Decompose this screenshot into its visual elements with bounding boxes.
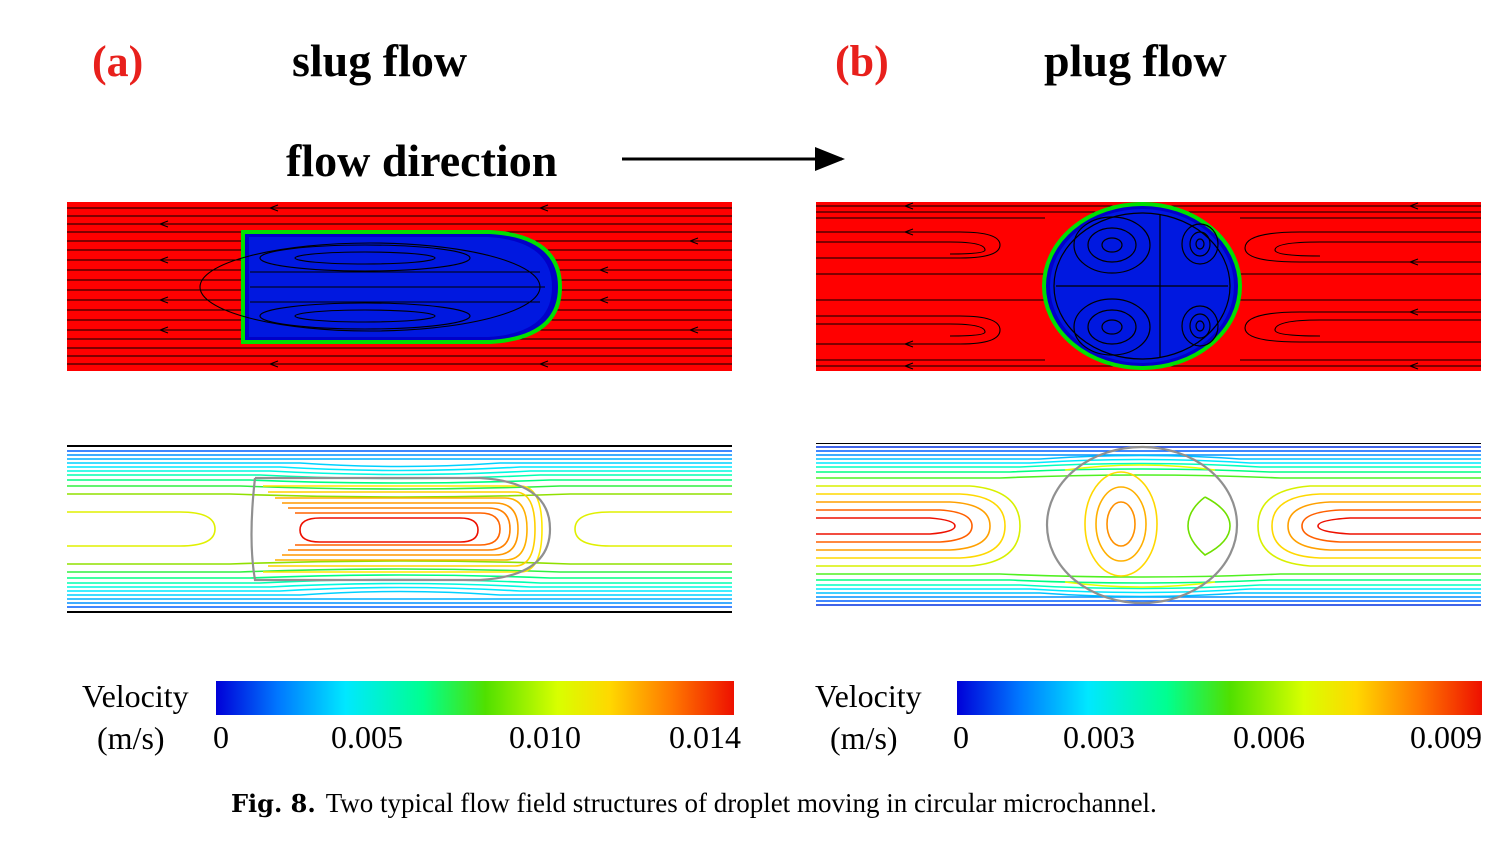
slug-velocity-contours bbox=[67, 445, 732, 613]
slug-phase-field bbox=[67, 202, 732, 371]
colorbar-a-unit: (m/s) bbox=[97, 720, 165, 756]
plug-phase-field bbox=[816, 202, 1481, 371]
plug-velocity-contours bbox=[816, 443, 1481, 611]
colorbar-a-tick: 0.014 bbox=[669, 719, 741, 755]
panel-a-label: (a) bbox=[92, 37, 144, 86]
panel-b-label: (b) bbox=[835, 37, 889, 86]
panel-a-title: slug flow bbox=[292, 35, 468, 86]
colorbar-a-title: Velocity bbox=[82, 678, 189, 714]
figure-caption: Fig. 8. Two typical flow field structures… bbox=[231, 788, 1157, 819]
flow-direction-label: flow direction bbox=[286, 135, 558, 186]
colorbar-a bbox=[216, 681, 734, 715]
colorbar-b-tick: 0.009 bbox=[1410, 719, 1482, 755]
colorbar-b-unit: (m/s) bbox=[830, 720, 898, 756]
colorbar-b-tick: 0 bbox=[953, 719, 969, 755]
colorbar-a-tick: 0.010 bbox=[509, 719, 581, 755]
colorbar-a-tick: 0 bbox=[213, 719, 229, 755]
figure-caption-label: Fig. 8. bbox=[231, 789, 316, 818]
panel-b-title: plug flow bbox=[1044, 35, 1227, 86]
colorbar-b bbox=[957, 681, 1482, 715]
colorbar-a-tick: 0.005 bbox=[331, 719, 403, 755]
colorbar-b-tick: 0.006 bbox=[1233, 719, 1305, 755]
figure-caption-text: Two typical flow field structures of dro… bbox=[325, 788, 1157, 818]
colorbar-b-tick: 0.003 bbox=[1063, 719, 1135, 755]
colorbar-b-title: Velocity bbox=[815, 678, 922, 714]
